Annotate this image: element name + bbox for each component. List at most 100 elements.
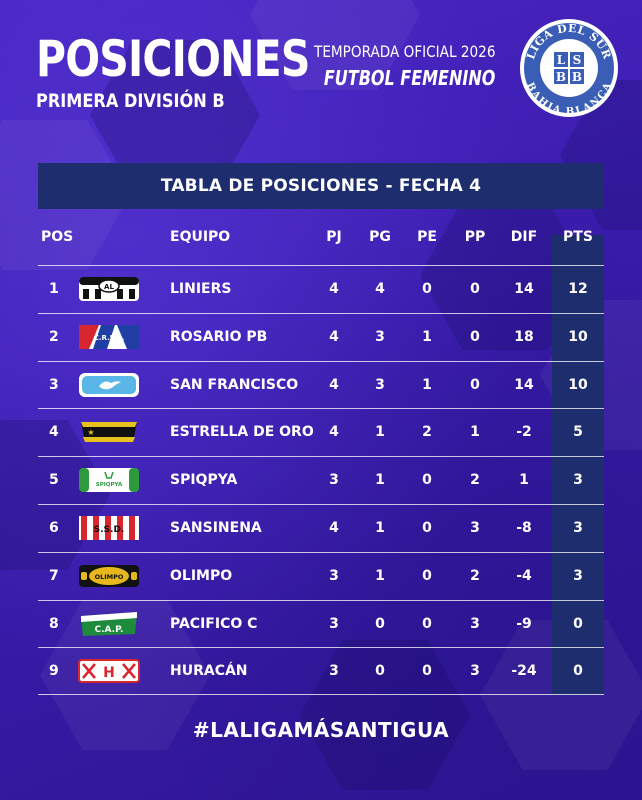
crest-label: C.A.P. <box>95 625 124 635</box>
san-francisco-dove-crest-icon <box>79 372 139 397</box>
table-body: 1 AL LINIERS 4 4 0 0 14 12 2 <box>38 265 604 696</box>
table-header: POS EQUIPO PJ PG PE PP DIF PTS <box>38 209 604 265</box>
row-pe: 0 <box>422 519 432 536</box>
row-pos: 1 <box>49 281 59 297</box>
liniers-crest-icon: AL <box>79 277 139 301</box>
row-pp: 1 <box>470 424 480 441</box>
points-column-highlight <box>552 235 604 695</box>
category-label: FUTBOL FEMENINO <box>323 66 495 90</box>
logo-letter: B <box>556 70 566 84</box>
hashtag: #LALIGAMÁSANTIGUA <box>192 718 450 742</box>
header-pts: PTS <box>563 229 593 245</box>
crest-label: AL <box>104 283 114 291</box>
row-pts: 10 <box>568 328 588 345</box>
row-pe: 0 <box>422 567 432 584</box>
row-pj: 3 <box>329 472 339 489</box>
row-dif: -2 <box>516 424 532 441</box>
row-pg: 3 <box>375 376 385 393</box>
row-pj: 4 <box>329 376 339 393</box>
row-pos: 7 <box>49 567 59 584</box>
season-label: TEMPORADA OFICIAL 2026 <box>313 42 495 61</box>
team-name: HURACÁN <box>170 663 248 680</box>
header-team: EQUIPO <box>170 229 231 245</box>
table-row: 7 OLIMPO OLIMPO 3 1 0 2 -4 3 <box>38 551 604 600</box>
row-pj: 4 <box>329 519 339 536</box>
row-pj: 4 <box>329 328 339 345</box>
team-name: ROSARIO PB <box>170 328 268 345</box>
row-pts: 3 <box>573 567 583 584</box>
row-pe: 0 <box>422 615 432 632</box>
row-pp: 3 <box>470 519 480 536</box>
crest-label: H <box>103 665 115 681</box>
row-pos: 3 <box>49 376 59 393</box>
row-dif: 14 <box>514 376 534 393</box>
row-pp: 0 <box>470 281 480 297</box>
league-logo: LIGA DEL SUR BAHIA BLANCA L S B B <box>520 19 618 118</box>
table-row: 9 H HURACÁN 3 0 0 3 -24 0 <box>38 647 604 696</box>
team-name: ESTRELLA DE ORO <box>170 424 314 441</box>
team-name: SAN FRANCISCO <box>170 376 299 393</box>
row-pts: 10 <box>568 376 588 393</box>
row-pos: 8 <box>49 615 59 632</box>
spiqpya-crest-icon: SPIQPYA <box>79 468 139 493</box>
row-pg: 1 <box>375 567 385 584</box>
logo-letter: S <box>573 53 582 67</box>
team-name: PACIFICO C <box>170 615 258 632</box>
row-pe: 0 <box>422 472 432 489</box>
page-subtitle: PRIMERA DIVISIÓN B <box>36 90 225 112</box>
header: POSICIONES PRIMERA DIVISIÓN B TEMPORADA … <box>0 0 642 160</box>
logo-letter: L <box>557 53 566 67</box>
sansinena-crest-icon: S.S.D. <box>79 515 139 540</box>
row-pos: 4 <box>49 424 59 441</box>
row-pp: 0 <box>470 328 480 345</box>
row-dif: -9 <box>516 615 532 632</box>
row-pts: 12 <box>568 281 588 297</box>
row-pj: 4 <box>329 424 339 441</box>
row-pe: 0 <box>422 663 432 680</box>
row-dif: 14 <box>514 281 534 297</box>
huracan-crest-icon: H <box>78 659 140 684</box>
row-pg: 1 <box>375 424 385 441</box>
row-pe: 0 <box>422 281 432 297</box>
rosario-pb-crest-icon: C.R.P.B. <box>79 324 139 349</box>
header-pos: POS <box>41 229 74 245</box>
row-dif: 18 <box>514 328 534 345</box>
header-dif: DIF <box>510 229 538 245</box>
row-pts: 3 <box>573 519 583 536</box>
row-pg: 3 <box>375 328 385 345</box>
row-pp: 2 <box>470 472 480 489</box>
header-pg: PG <box>369 229 391 245</box>
row-pg: 0 <box>375 615 385 632</box>
row-pts: 0 <box>573 663 583 680</box>
olimpo-crest-icon: OLIMPO <box>79 564 139 587</box>
row-pos: 6 <box>49 519 59 536</box>
pacifico-crest-icon: C.A.P. <box>81 611 137 636</box>
row-pg: 1 <box>375 519 385 536</box>
table-row: 4 ★ ESTRELLA DE ORO 4 1 2 1 -2 5 <box>38 408 604 456</box>
table-row: 8 C.A.P. PACIFICO C 3 0 0 3 -9 0 <box>38 599 604 648</box>
row-pos: 5 <box>49 472 59 489</box>
row-pos: 2 <box>49 328 59 345</box>
row-pg: 4 <box>375 281 385 297</box>
header-pe: PE <box>417 229 437 245</box>
standings-table: TABLA DE POSICIONES - FECHA 4 POS EQUIPO… <box>38 163 604 696</box>
table-row: 3 SAN FRANCISCO 4 3 1 0 14 10 <box>38 360 604 409</box>
row-pp: 2 <box>470 567 480 584</box>
row-pg: 0 <box>375 663 385 680</box>
row-pj: 3 <box>329 663 339 680</box>
row-pg: 1 <box>375 472 385 489</box>
row-pp: 3 <box>470 615 480 632</box>
row-pj: 4 <box>329 281 339 297</box>
row-pj: 3 <box>329 615 339 632</box>
row-pe: 1 <box>422 328 432 345</box>
team-name: LINIERS <box>170 281 232 297</box>
row-pe: 1 <box>422 376 432 393</box>
row-pos: 9 <box>49 663 59 680</box>
crest-label: S.S.D. <box>94 525 125 535</box>
table-row: 5 SPIQPYA SPIQPYA 3 1 0 2 1 3 <box>38 456 604 504</box>
row-dif: -4 <box>516 567 532 584</box>
crest-label: ★ <box>87 428 94 437</box>
header-pj: PJ <box>326 229 342 245</box>
row-dif: -24 <box>511 663 537 680</box>
row-pts: 0 <box>573 615 583 632</box>
